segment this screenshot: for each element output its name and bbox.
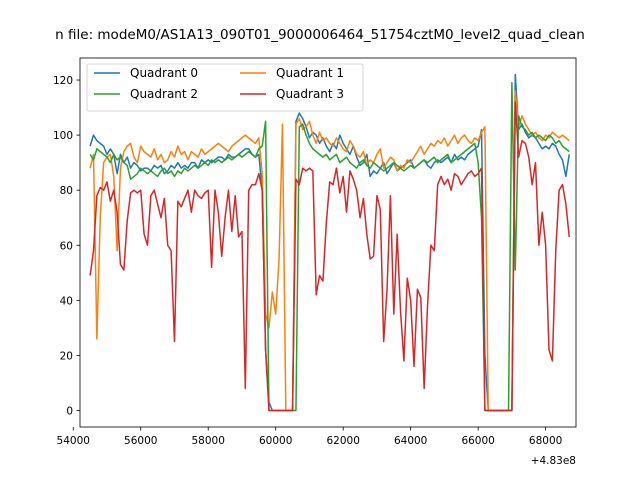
x-tick-label: 66000 bbox=[461, 435, 494, 447]
x-tick-label: 64000 bbox=[394, 435, 427, 447]
legend-label-1: Quadrant 1 bbox=[276, 66, 344, 80]
legend-label-3: Quadrant 3 bbox=[276, 87, 344, 101]
y-tick-label: 60 bbox=[60, 240, 73, 252]
x-tick-label: 54000 bbox=[57, 435, 90, 447]
y-tick-label: 20 bbox=[60, 350, 73, 362]
y-tick-label: 100 bbox=[53, 130, 73, 142]
series-lines bbox=[89, 73, 570, 412]
x-tick-label: 62000 bbox=[326, 435, 359, 447]
legend-frame bbox=[86, 63, 364, 112]
x-tick-label: 58000 bbox=[192, 435, 225, 447]
x-axis-offset-label: +4.83e8 bbox=[531, 455, 576, 467]
x-tick-label: 56000 bbox=[124, 435, 157, 447]
legend: Quadrant 0 Quadrant 1 Quadrant 2 Quadrant 3 bbox=[86, 63, 364, 112]
axes-frame bbox=[79, 57, 577, 428]
plot-area bbox=[79, 57, 577, 428]
legend-label-0: Quadrant 0 bbox=[130, 66, 198, 80]
y-tick-label: 40 bbox=[60, 295, 73, 307]
x-axis: 54000 56000 58000 60000 62000 64000 66000 68000 bbox=[57, 427, 562, 447]
x-tick-label: 68000 bbox=[529, 435, 562, 447]
y-tick-label: 80 bbox=[60, 185, 73, 197]
y-tick-label: 0 bbox=[66, 405, 73, 417]
chart-title: n file: modeM0/AS1A13_090T01_9000006464_… bbox=[55, 27, 585, 43]
series-line-3 bbox=[89, 101, 570, 412]
legend-label-2: Quadrant 2 bbox=[130, 87, 198, 101]
y-tick-label: 120 bbox=[53, 75, 73, 87]
y-axis: 0 20 40 60 80 100 120 bbox=[53, 75, 80, 417]
x-tick-label: 60000 bbox=[259, 435, 292, 447]
